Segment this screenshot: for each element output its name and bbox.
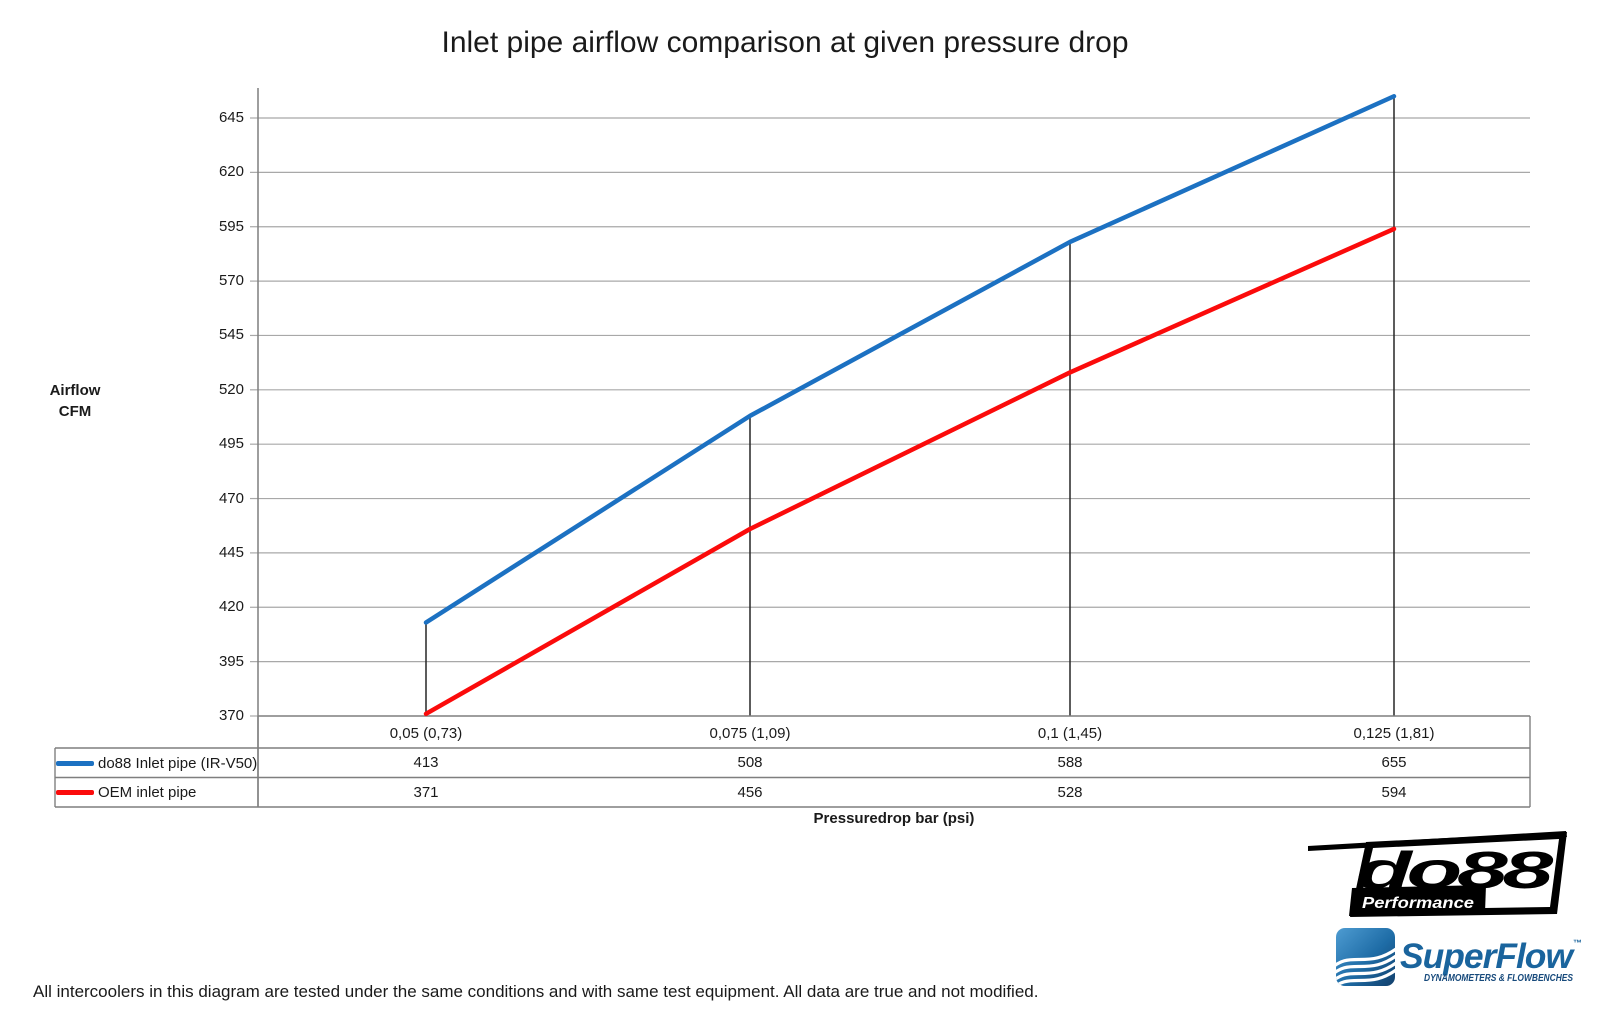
x-category-label-0: 0,05 (0,73) — [389, 725, 463, 742]
table-value-oem-3: 594 — [1381, 783, 1407, 801]
x-category-label-2: 0,1 (1,45) — [1037, 725, 1103, 742]
legend-row-do88: do88 Inlet pipe (IR-V50) — [56, 749, 258, 777]
y-tick-label-595: 595 — [218, 217, 244, 235]
y-tick-label-395: 395 — [218, 652, 244, 670]
y-tick-label-370: 370 — [218, 707, 244, 724]
y-tick-label-570: 570 — [218, 272, 244, 290]
series-line-oem-inlet-pipe — [423, 226, 1397, 717]
do88-logo: do88 Performance — [1308, 831, 1567, 917]
superflow-logo-text: SuperFlow — [1400, 937, 1576, 976]
table-value-do88-3: 655 — [1381, 754, 1407, 771]
table-value-do88-2: 588 — [1057, 754, 1083, 771]
do88-series-swatch — [56, 760, 94, 766]
x-category-label-3: 0,125 (1,81) — [1353, 725, 1435, 742]
superflow-logo-waves — [1336, 944, 1395, 986]
y-tick-label-645: 645 — [218, 109, 244, 126]
y-tick-label-620: 620 — [218, 163, 244, 181]
y-axis-label-line1: Airflow — [49, 382, 101, 399]
superflow-logo-subtext: DYNAMOMETERS & FLOWBENCHES — [1424, 973, 1573, 984]
y-tick-label-470: 470 — [218, 489, 244, 507]
oem-series-swatch — [56, 789, 94, 795]
y-tick-label-520: 520 — [218, 380, 244, 398]
y-tick-label-420: 420 — [218, 598, 244, 616]
table-value-oem-1: 456 — [737, 783, 763, 801]
table-value-oem-2: 528 — [1057, 783, 1083, 801]
superflow-logo-tm: ™ — [1573, 938, 1582, 948]
y-tick-label-495: 495 — [218, 435, 244, 453]
y-tick-label-445: 445 — [218, 543, 244, 561]
x-axis-label: Pressuredrop bar (psi) — [813, 810, 975, 827]
legend-row-oem: OEM inlet pipe — [56, 778, 256, 806]
do88-logo-banner — [1349, 885, 1486, 916]
y-axis-label-line2: CFM — [58, 403, 92, 420]
y-tick-label-545: 545 — [218, 326, 244, 344]
superflow-logo: SuperFlow ™ DYNAMOMETERS & FLOWBENCHES — [1336, 928, 1582, 986]
table-value-do88-0: 413 — [413, 754, 439, 771]
chart-title: Inlet pipe airflow comparison at given p… — [441, 26, 1129, 59]
table-value-oem-0: 371 — [413, 783, 439, 801]
do88-series-label: do88 Inlet pipe (IR-V50) — [98, 754, 258, 772]
x-category-label-1: 0,075 (1,09) — [709, 725, 791, 742]
table-value-do88-1: 508 — [737, 754, 763, 771]
oem-series-label: OEM inlet pipe — [98, 783, 197, 801]
y-axis-label: Airflow CFM — [28, 380, 122, 422]
do88-logo-subtext: Performance — [1362, 895, 1474, 912]
disclaimer-note: All intercoolers in this diagram are tes… — [33, 982, 1039, 1001]
series-line-do88-inlet-pipe-ir-v50- — [423, 94, 1397, 625]
